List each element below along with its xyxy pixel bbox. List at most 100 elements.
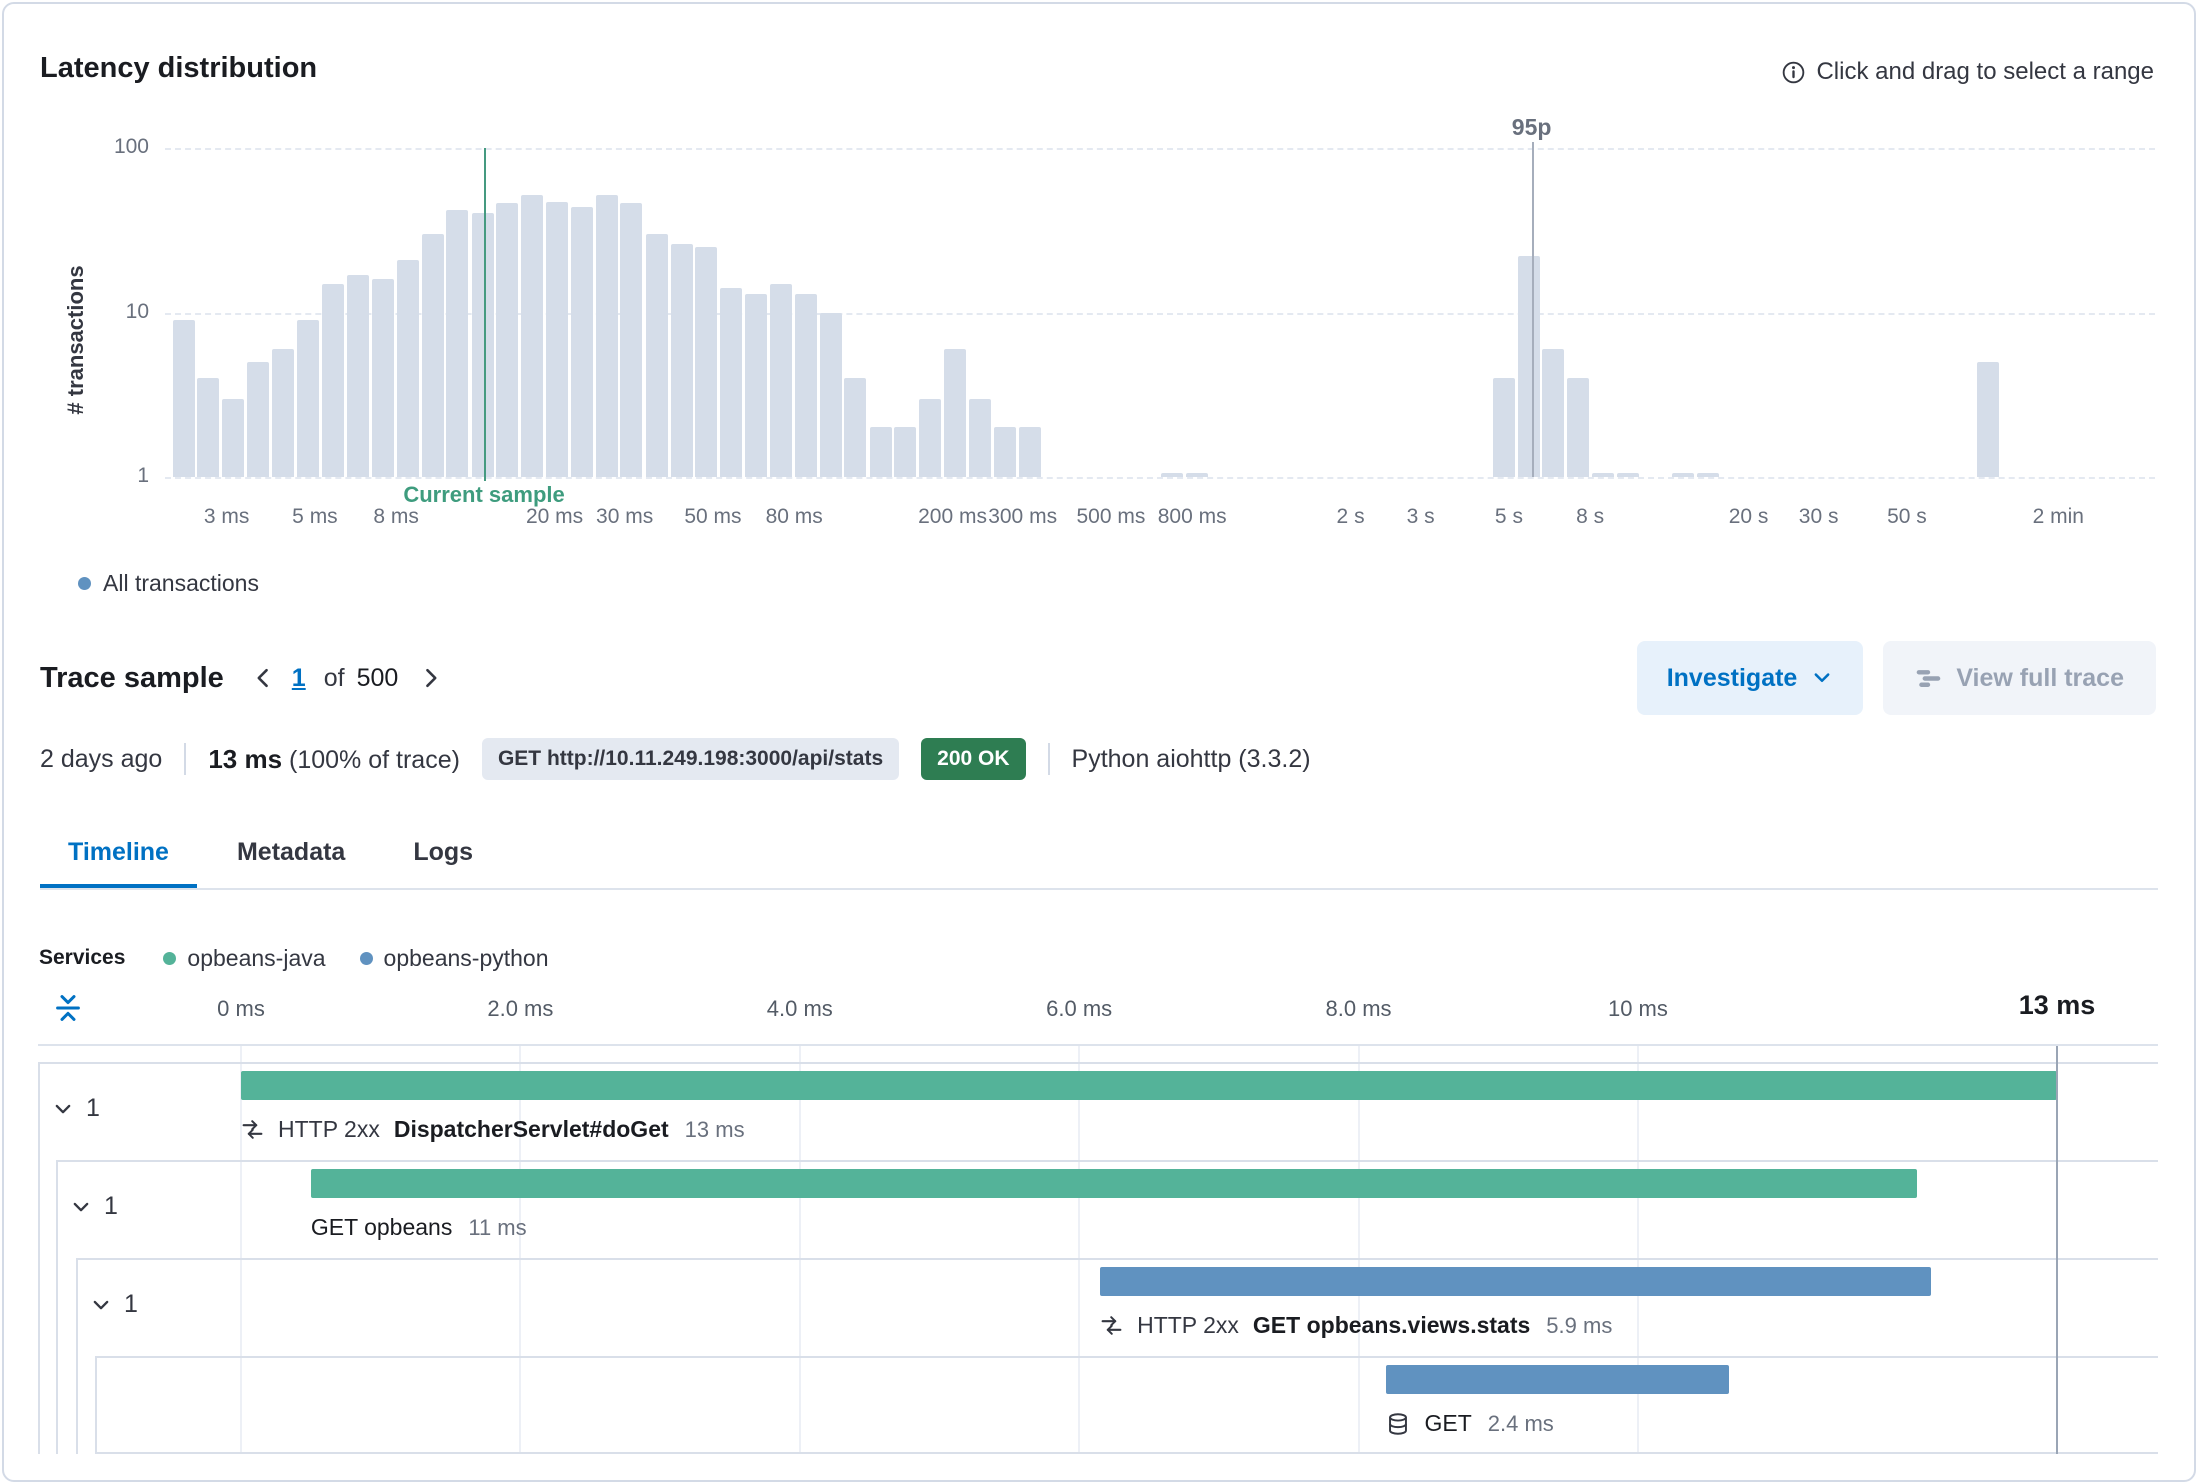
histogram-bar [994, 427, 1017, 477]
all-transactions-label: All transactions [103, 570, 259, 596]
histogram-bar [869, 427, 892, 477]
x-tick-label: 3 ms [203, 505, 250, 528]
timeline-tick-label: 2.0 ms [487, 996, 554, 1021]
histogram-bar [1185, 473, 1208, 477]
chevron-down-icon [1811, 667, 1833, 689]
expand-toggle[interactable]: 1 [70, 1192, 118, 1221]
view-full-trace-button[interactable]: View full trace [1883, 641, 2156, 715]
histogram-bar [422, 234, 445, 477]
pagination-total: 500 [356, 663, 399, 692]
histogram-bar [570, 206, 593, 477]
histogram-bar [471, 213, 494, 477]
timeline-gridline [1357, 1046, 1360, 1454]
waterfall-row: GET 2.4 ms [95, 1356, 2158, 1456]
x-tick-label: 50 s [1887, 505, 1927, 528]
x-tick-label: 8 s [1576, 505, 1605, 528]
span-name: GET [1424, 1410, 1472, 1436]
histogram-bar [222, 398, 245, 477]
current-sample-page[interactable]: 1 [291, 663, 306, 692]
trace-end-cursor [2056, 1046, 2058, 1454]
span-bar[interactable] [1386, 1365, 1729, 1394]
child-count: 1 [86, 1094, 100, 1122]
prev-sample-button[interactable] [246, 661, 280, 695]
histogram-bar [1160, 473, 1183, 477]
histogram-bar [844, 377, 867, 477]
child-count: 1 [124, 1290, 138, 1318]
histogram-bar [1977, 362, 2000, 477]
chevron-down-icon [52, 1098, 74, 1120]
pagination-of-label: of [323, 663, 345, 692]
indent-guide [95, 1356, 97, 1454]
timeline-tick-label: 6.0 ms [1046, 996, 1113, 1021]
x-tick-label: 3 s [1406, 505, 1435, 528]
histogram-bar [819, 312, 842, 477]
histogram-bar [969, 398, 992, 477]
expand-toggle[interactable]: 1 [52, 1094, 100, 1123]
expand-toggle[interactable]: 1 [90, 1290, 138, 1319]
waterfall-row: 1 GET opbeans 11 ms [56, 1160, 2158, 1260]
view-full-trace-label: View full trace [1956, 663, 2124, 692]
chevron-left-icon [250, 665, 276, 691]
span-bar[interactable] [1100, 1267, 1932, 1296]
services-label: Services [39, 946, 126, 969]
timeline-tick-label: 8.0 ms [1325, 996, 1392, 1021]
range-select-hint: Click and drag to select a range [1781, 58, 2154, 86]
timeline-tick-label: 0 ms [217, 996, 265, 1021]
current-sample-line [484, 148, 487, 481]
tab-metadata[interactable]: Metadata [236, 837, 346, 866]
y-axis-title: # transactions [63, 265, 88, 415]
histogram-bar [1567, 377, 1590, 477]
x-tick-label: 800 ms [1157, 505, 1227, 528]
timeline-tick-label: 10 ms [1607, 996, 1668, 1021]
request-badge[interactable]: GET http://10.11.249.198:3000/api/stats [481, 738, 900, 780]
x-tick-label: 30 ms [596, 505, 654, 528]
histogram-bar [1617, 473, 1640, 477]
x-tick-label: 300 ms [988, 505, 1058, 528]
histogram-bar [919, 398, 942, 477]
chevron-down-icon [90, 1294, 112, 1316]
latency-histogram[interactable]: 1 10 100 95p Current sample [114, 114, 2155, 507]
histogram-bar [1492, 377, 1515, 477]
trace-sample-title: Trace sample [40, 661, 224, 694]
divider [184, 743, 187, 775]
y-tick-label: 100 [113, 135, 149, 158]
timeline-tick-label: 4.0 ms [766, 996, 833, 1021]
histogram-bar [546, 201, 569, 477]
chevron-down-icon [70, 1196, 92, 1218]
trace-sample-header: Trace sample 1 of 500 Investigate View f… [40, 638, 2156, 718]
x-tick-label: 5 ms [292, 505, 338, 528]
histogram-bar [645, 234, 668, 477]
tab-logs[interactable]: Logs [413, 837, 474, 866]
legend-item-opbeans-java: opbeans-java [163, 945, 326, 972]
x-tick-label: 2 s [1336, 505, 1365, 528]
timeline-gridline [519, 1046, 522, 1454]
span-bar[interactable] [310, 1169, 1918, 1198]
chart-legend[interactable]: All transactions [78, 570, 259, 597]
status-badge[interactable]: 200 OK [921, 738, 1026, 780]
next-sample-button[interactable] [414, 661, 448, 695]
histogram-bar [894, 427, 917, 477]
span-name: DispatcherServlet#doGet [393, 1116, 669, 1142]
histogram-bar [720, 288, 743, 477]
database-icon [1386, 1412, 1410, 1436]
indent-guide [56, 1160, 58, 1454]
histogram-bar [944, 349, 967, 477]
x-tick-label: 5 s [1494, 505, 1523, 528]
histogram-bar [1696, 473, 1719, 477]
y-gridline [165, 477, 2155, 479]
span-name: GET opbeans.views.stats [1252, 1312, 1531, 1338]
x-tick-label: 50 ms [684, 505, 742, 528]
collapse-all-button[interactable] [52, 990, 88, 1026]
investigate-button[interactable]: Investigate [1636, 641, 1864, 715]
histogram-bar [521, 194, 544, 477]
span-bar[interactable] [241, 1071, 2057, 1100]
investigate-button-label: Investigate [1666, 663, 1798, 692]
timeline-axis: 0 ms 2.0 ms 4.0 ms 6.0 ms 8.0 ms 10 ms 13 ms [38, 988, 2158, 1030]
x-tick-label: 80 ms [765, 505, 823, 528]
timeline-gridline [1636, 1046, 1639, 1454]
y-gridline [165, 148, 2155, 150]
histogram-bar [197, 377, 220, 477]
tab-timeline[interactable]: Timeline [40, 816, 197, 888]
current-sample-label: Current sample [403, 482, 565, 507]
histogram-bar [794, 293, 817, 477]
